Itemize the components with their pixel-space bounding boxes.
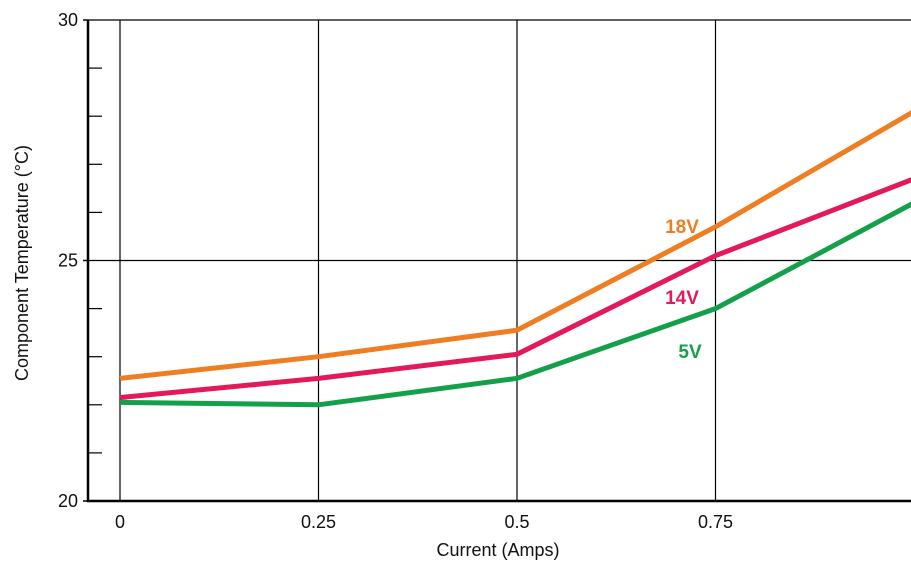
- series-label-5V: 5V: [678, 342, 702, 363]
- axes: 20 25 30 0 0.25 0.5 0.75: [58, 10, 911, 532]
- series-label-14V: 14V: [665, 288, 699, 309]
- y-tick-label: 30: [58, 10, 78, 30]
- series-lines: [119, 110, 911, 408]
- y-tick-label: 25: [58, 251, 78, 271]
- grid: [88, 19, 911, 501]
- x-tick-label: 0.25: [301, 512, 336, 532]
- x-tick-label: 0: [115, 512, 125, 532]
- series-labels: 18V 14V 5V: [665, 217, 702, 363]
- series-line-18V: [119, 110, 911, 381]
- y-tick-label: 20: [58, 491, 78, 511]
- series-label-18V: 18V: [665, 217, 699, 238]
- series-line-14V: [119, 177, 911, 401]
- x-axis-label: Current (Amps): [436, 540, 559, 560]
- x-tick-label: 0.75: [698, 512, 733, 532]
- series-line-5V: [119, 201, 911, 408]
- y-axis-label: Component Temperature (°C): [12, 145, 32, 381]
- x-tick-label: 0.5: [504, 512, 529, 532]
